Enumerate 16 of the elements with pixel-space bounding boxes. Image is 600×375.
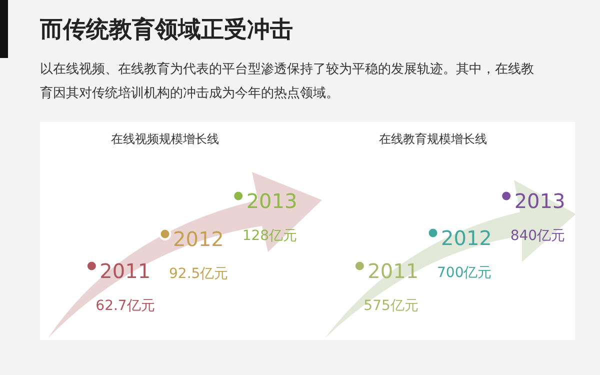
text: 在线教育规模增长线 — [379, 132, 487, 146]
data-label: 128亿元 — [242, 228, 298, 244]
data-label: 840亿元 — [510, 228, 566, 244]
data-label: 700亿元 — [437, 264, 492, 281]
category-label: 2013 — [514, 189, 566, 213]
category-label: 2011 — [368, 259, 419, 283]
category-label: 2013 — [246, 189, 298, 213]
text: 而传统教育领域正受冲击 — [40, 16, 293, 45]
category-label: 2011 — [100, 259, 151, 283]
category-label: 2012 — [173, 227, 224, 252]
data-label: 62.7亿元 — [96, 298, 155, 314]
data-label: 575亿元 — [364, 298, 418, 314]
category-label: 2012 — [441, 226, 492, 250]
text: 在线视频规模增长线 — [111, 132, 219, 146]
text: 以在线视频、在线教育为代表的平台型渗透保持了较为平稳的发展轨迹。其中，在线教育因其对传统培训机构的冲击成为今年的热点领域。 — [40, 60, 535, 103]
data-label: 92.5亿元 — [169, 266, 228, 282]
